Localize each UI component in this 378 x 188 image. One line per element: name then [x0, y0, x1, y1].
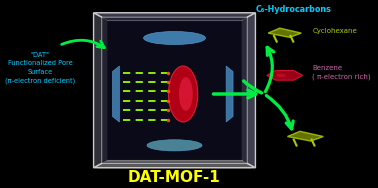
- Polygon shape: [94, 13, 102, 168]
- Polygon shape: [267, 70, 303, 80]
- Text: C₆-Hydrocarbons: C₆-Hydrocarbons: [256, 5, 331, 14]
- Polygon shape: [102, 17, 247, 20]
- Polygon shape: [94, 163, 256, 168]
- Text: "DAT"
Functionalized Pore
Surface
(π-electron deficient): "DAT" Functionalized Pore Surface (π-ele…: [5, 52, 75, 84]
- Text: DAT-MOF-1: DAT-MOF-1: [128, 170, 221, 185]
- Text: Benzene
( π-electron rich): Benzene ( π-electron rich): [312, 65, 371, 80]
- FancyBboxPatch shape: [94, 13, 254, 167]
- Polygon shape: [287, 131, 323, 141]
- Ellipse shape: [277, 74, 286, 77]
- Ellipse shape: [144, 31, 206, 45]
- Polygon shape: [226, 66, 233, 122]
- Ellipse shape: [179, 77, 193, 111]
- Polygon shape: [102, 160, 247, 163]
- Ellipse shape: [169, 66, 198, 122]
- Ellipse shape: [147, 140, 202, 151]
- Polygon shape: [268, 28, 301, 37]
- Polygon shape: [113, 66, 119, 122]
- Bar: [107, 20, 242, 160]
- Text: Cyclohexane: Cyclohexane: [312, 29, 357, 34]
- Polygon shape: [247, 13, 256, 168]
- Polygon shape: [102, 17, 107, 163]
- Polygon shape: [242, 17, 247, 163]
- Polygon shape: [94, 13, 256, 17]
